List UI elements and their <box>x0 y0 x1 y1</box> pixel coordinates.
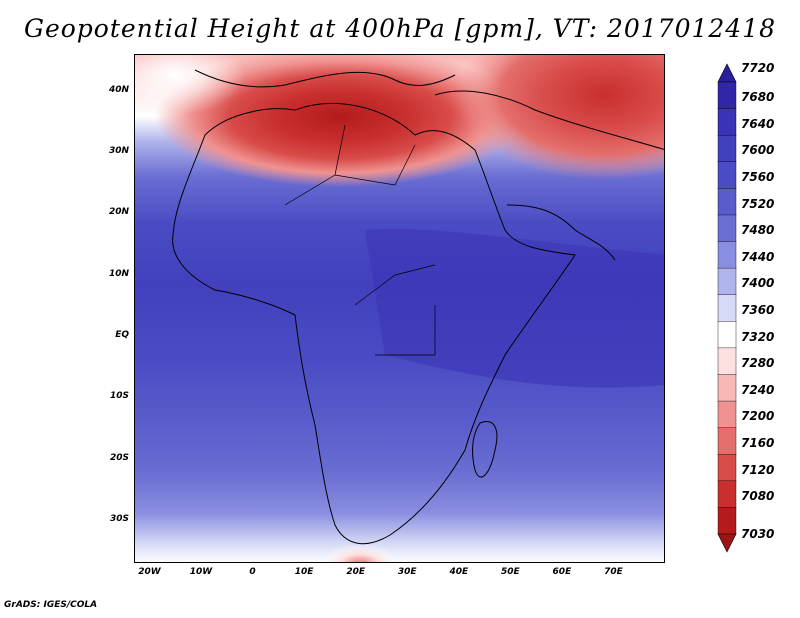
colorbar-swatch <box>717 321 737 349</box>
arabian-high <box>455 55 664 180</box>
grads-credit: GrADS: IGES/COLA <box>4 600 98 610</box>
y-tick-label: 30N <box>108 146 129 157</box>
y-tick-label: 10S <box>109 391 129 402</box>
colorbar-swatch <box>717 374 737 402</box>
colorbar-label: 7600 <box>741 143 775 158</box>
madagascar-outline <box>472 421 498 478</box>
colorbar-label: 7120 <box>741 462 775 477</box>
y-tick-label: 10N <box>108 268 129 279</box>
colorbar-label: 7240 <box>741 382 775 397</box>
colorbar-swatch <box>717 134 737 163</box>
x-tick-label: 30E <box>397 567 417 577</box>
colorbar-swatch <box>717 480 737 509</box>
x-tick-label: 10W <box>189 567 213 577</box>
arabia-coast <box>506 204 616 261</box>
colorbar-label: 7520 <box>741 196 775 211</box>
mediterranean-high <box>155 55 525 187</box>
colorbar-label: 7400 <box>741 276 775 291</box>
colorbar-swatch <box>717 507 737 535</box>
colorbar-label: 7440 <box>741 249 775 264</box>
colorbar-label: 7360 <box>741 303 775 317</box>
colorbar-swatch <box>717 108 737 136</box>
chart-title: Geopotential Height at 400hPa [gpm], VT:… <box>23 14 777 43</box>
colorbar-swatch <box>717 294 737 322</box>
colorbar-label: 7080 <box>741 489 775 504</box>
colorbar-swatch <box>717 347 737 376</box>
africa-outline <box>172 103 576 545</box>
map-plot-area <box>134 54 665 563</box>
colorbar-label: 7480 <box>741 223 775 238</box>
colorbar-label: 7030 <box>741 527 775 541</box>
colorbar-label: 7680 <box>741 90 775 105</box>
colorbar-label: 7280 <box>741 356 775 371</box>
colorbar-bottom-arrow <box>717 533 737 553</box>
colorbar-swatch <box>717 188 737 216</box>
x-tick-label: 20E <box>346 567 366 577</box>
y-tick-label: 20S <box>109 452 129 463</box>
europe-coast <box>194 69 456 88</box>
country-borders <box>284 124 436 356</box>
x-tick-label: 10E <box>294 567 314 577</box>
y-tick-label: 40N <box>108 84 129 95</box>
y-tick-label: 30S <box>109 514 129 525</box>
x-tick-label: 20W <box>138 567 161 577</box>
colorbar-swatch <box>717 81 737 110</box>
colorbar-swatch <box>717 241 737 269</box>
colorbar-label: 7560 <box>741 170 775 185</box>
colorbar-swatch <box>717 400 737 429</box>
x-tick-label: 40E <box>449 567 469 577</box>
map-svg <box>135 55 664 562</box>
colorbar-swatch <box>717 161 737 190</box>
x-tick-label: 70E <box>604 567 623 577</box>
colorbar-label: 7320 <box>741 329 775 344</box>
northwest-white-zone <box>135 55 245 115</box>
colorbar-swatches <box>717 63 737 553</box>
colorbar-top-arrow <box>717 63 737 83</box>
x-tick-label: 60E <box>552 567 572 577</box>
colorbar-label: 7200 <box>741 409 775 424</box>
colorbar-label: 7160 <box>741 435 775 450</box>
south-tip-high <box>320 543 400 562</box>
colorbar-label: 7640 <box>741 116 775 131</box>
x-tick-label: 0 <box>249 567 256 577</box>
low-height-belt <box>365 229 664 388</box>
y-tick-label: 20N <box>108 207 129 218</box>
colorbar-swatch <box>717 214 737 243</box>
colorbar: 7720 7680 7640 7600 7560 7520 7480 7440 7400 7360… <box>717 58 800 558</box>
y-tick-label: EQ <box>115 330 129 341</box>
colorbar-label: 7720 <box>741 61 775 75</box>
x-tick-label: 50E <box>500 567 520 577</box>
colorbar-swatch <box>717 454 737 482</box>
colorbar-swatch <box>717 427 737 455</box>
asia-coast <box>434 90 664 150</box>
colorbar-swatch <box>717 267 737 296</box>
coastlines <box>172 69 664 545</box>
